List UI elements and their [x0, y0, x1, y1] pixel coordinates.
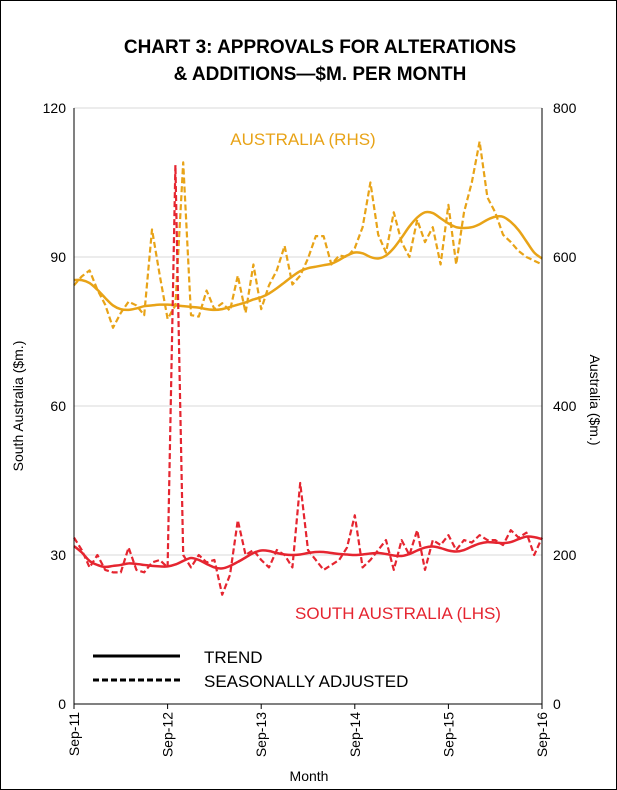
y-left-tick-label: 60 — [50, 398, 66, 414]
aus-sa-line — [73, 140, 543, 329]
legend-trend-label: TREND — [204, 648, 263, 667]
x-tick-label: Sep-14 — [347, 712, 363, 757]
y-left-tick-label: 90 — [50, 249, 66, 265]
chart-title-line-1: CHART 3: APPROVALS FOR ALTERATIONS — [124, 37, 516, 58]
sa-sa-line — [73, 164, 544, 596]
legend-seasonally-adjusted-label: SEASONALLY ADJUSTED — [204, 672, 408, 691]
x-tick-label: Sep-11 — [66, 712, 82, 756]
axes: 0 30 60 90 120 0 200 400 600 800 Sep-11 Sep-12 Sep-1… — [43, 100, 577, 757]
y-right-tick-label: 800 — [553, 100, 577, 116]
y-left-axis-title: South Australia ($m.) — [10, 341, 26, 472]
y-right-axis-title: Australia ($m.) — [587, 354, 603, 445]
y-right-tick-label: 0 — [553, 696, 561, 712]
x-tick-label: Sep-15 — [440, 712, 456, 757]
y-left-tick-label: 120 — [43, 100, 67, 116]
south-australia-series-label: SOUTH AUSTRALIA (LHS) — [295, 604, 501, 623]
y-right-tick-label: 600 — [553, 249, 577, 265]
x-axis-title: Month — [290, 768, 329, 784]
australia-series-label: AUSTRALIA (RHS) — [230, 130, 375, 149]
y-right-tick-label: 200 — [553, 547, 577, 563]
x-tick-label: Sep-16 — [534, 712, 550, 757]
y-left-tick-label: 30 — [50, 547, 66, 563]
aus-trend-line — [73, 210, 543, 312]
sa-trend-line — [73, 535, 543, 570]
legend: TREND SEASONALLY ADJUSTED — [93, 648, 408, 691]
x-tick-label: Sep-13 — [253, 712, 269, 757]
chart-title-line-2: & ADDITIONS—$M. PER MONTH — [174, 64, 467, 85]
y-left-tick-label: 0 — [58, 696, 66, 712]
gridlines — [74, 107, 542, 556]
x-tick-label: Sep-12 — [160, 712, 176, 757]
y-right-tick-label: 400 — [553, 398, 577, 414]
series-layer — [73, 140, 544, 596]
